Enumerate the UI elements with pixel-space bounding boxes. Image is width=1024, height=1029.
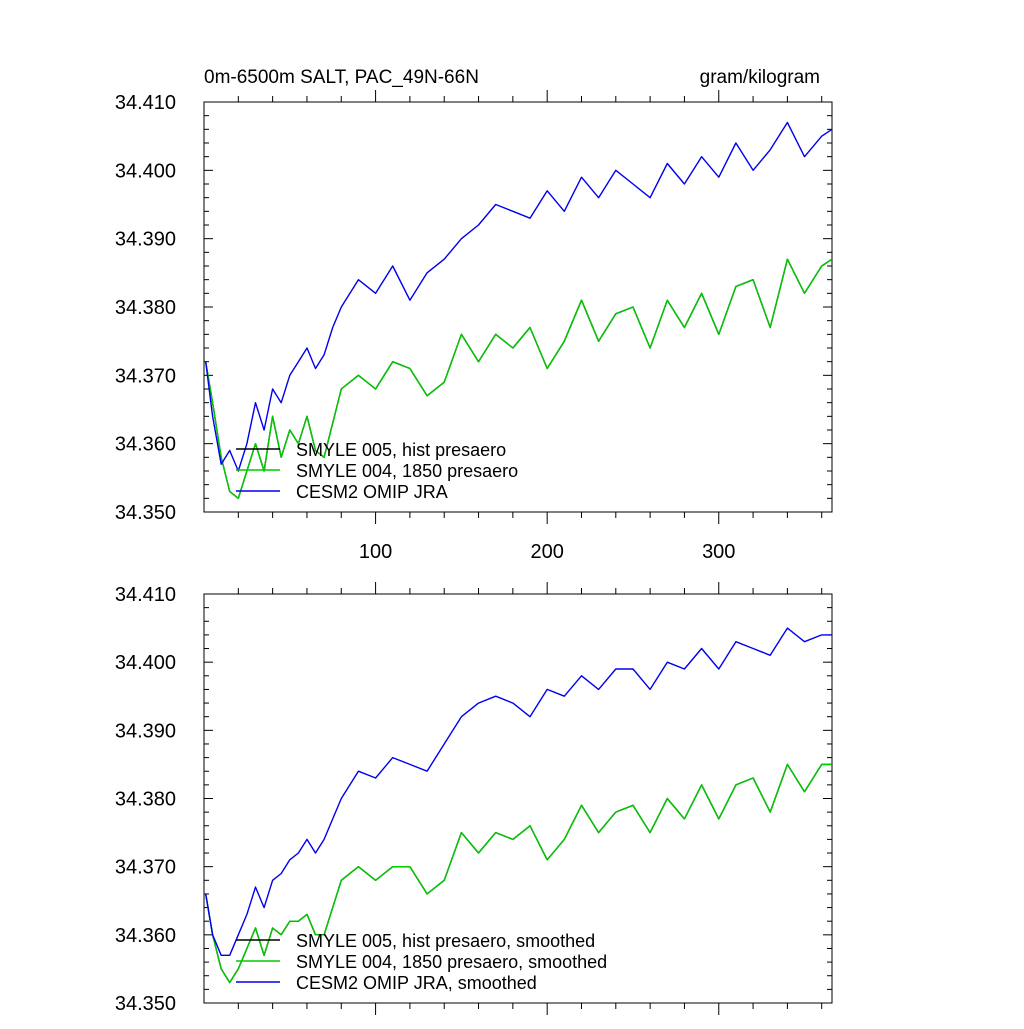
legend-label-1: SMYLE 005, hist presaero, smoothed	[296, 931, 595, 951]
legend-label-2: SMYLE 004, 1850 presaero	[296, 461, 518, 481]
y-tick-label: 34.350	[115, 993, 176, 1015]
y-tick-label: 34.370	[115, 857, 176, 879]
y-tick-label: 34.380	[115, 789, 176, 811]
legend-label-3: CESM2 OMIP JRA	[296, 482, 448, 502]
series-line-2	[205, 258, 832, 499]
series-line-3	[205, 627, 832, 956]
x-tick-label: 200	[530, 541, 563, 563]
y-tick-label: 34.400	[115, 652, 176, 674]
legend-label-2: SMYLE 004, 1850 presaero, smoothed	[296, 952, 607, 972]
y-tick-label: 34.390	[115, 720, 176, 742]
series-line-3	[205, 121, 832, 472]
x-tick-label: 100	[359, 541, 392, 563]
y-tick-label: 34.410	[115, 92, 176, 114]
y-tick-label: 34.410	[115, 584, 176, 606]
y-tick-label: 34.400	[115, 160, 176, 182]
y-tick-label: 34.360	[115, 925, 176, 947]
series-line-2	[205, 763, 832, 984]
chart-title-right: gram/kilogram	[700, 67, 820, 88]
y-tick-label: 34.360	[115, 434, 176, 456]
chart-panel-1: 34.410 34.400 34.390 34.380 34.370 34.360 34.3…	[115, 67, 833, 563]
chart-title-left: 0m-6500m SALT, PAC_49N-66N	[204, 67, 479, 88]
y-tick-label: 34.380	[115, 297, 176, 319]
chart-panel-2: 34.410 34.400 34.390 34.380 34.370 34.360 34.3…	[115, 582, 833, 1015]
legend-label-3: CESM2 OMIP JRA, smoothed	[296, 973, 537, 993]
y-tick-label: 34.390	[115, 229, 176, 251]
x-tick-label: 300	[702, 541, 735, 563]
y-tick-label: 34.350	[115, 502, 176, 524]
y-tick-label: 34.370	[115, 365, 176, 387]
legend-label-1: SMYLE 005, hist presaero	[296, 440, 506, 460]
